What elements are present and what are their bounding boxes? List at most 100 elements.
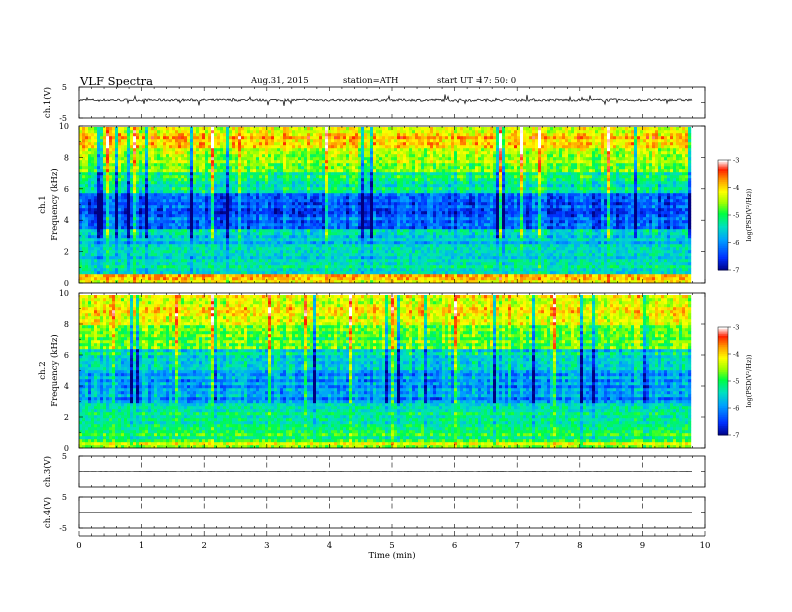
spectrogram-cell — [121, 250, 125, 254]
spectrogram-cell — [529, 250, 533, 254]
spectrogram-cell — [139, 214, 143, 218]
spectrogram-cell — [325, 259, 329, 263]
spectrogram-cell — [472, 238, 476, 242]
spectrogram-cell — [565, 247, 569, 251]
spectrogram-cell — [340, 256, 344, 260]
spectrogram-cell — [289, 244, 293, 248]
spectrogram-cell — [544, 232, 548, 236]
spectrogram-cell — [199, 223, 203, 227]
spectrogram-cell — [625, 274, 629, 278]
spectrogram-cell — [619, 220, 623, 224]
spectrogram-cell — [97, 241, 101, 245]
spectrogram-cell — [271, 280, 275, 284]
spectrogram-cell — [268, 253, 272, 257]
spectrogram-cell — [574, 268, 578, 272]
spectrogram-cell — [607, 247, 611, 251]
spectrogram-cell — [325, 220, 329, 224]
spectrogram-cell — [601, 247, 605, 251]
spectrogram-cell — [466, 256, 470, 260]
spectrogram-cell — [148, 241, 152, 245]
spectrogram-cell — [211, 247, 215, 251]
spectrogram-cell — [85, 265, 89, 269]
spectrogram-cell — [409, 265, 413, 269]
spectrogram-cell — [565, 220, 569, 224]
spectrogram-cell — [451, 235, 455, 239]
spectrogram-cell — [625, 241, 629, 245]
spectrogram-cell — [190, 226, 194, 230]
spectrogram-cell — [199, 220, 203, 224]
spectrogram-cell — [646, 241, 650, 245]
spectrogram-cell — [133, 262, 137, 266]
spectrogram-cell — [151, 217, 155, 221]
spectrogram-cell — [424, 211, 428, 215]
spectrogram-cell — [145, 253, 149, 257]
spectrogram-cell — [493, 235, 497, 239]
spectrogram-cell — [370, 238, 374, 242]
spectrogram-cell — [151, 241, 155, 245]
spectrogram-cell — [667, 238, 671, 242]
spectrogram-cell — [559, 259, 563, 263]
spectrogram-cell — [124, 217, 128, 221]
spectrogram-cell — [346, 217, 350, 221]
spectrogram-cell — [202, 277, 206, 281]
spectrogram-cell — [460, 259, 464, 263]
spectrogram-cell — [157, 217, 161, 221]
spectrogram-cell — [484, 262, 488, 266]
spectrogram-cell — [217, 232, 221, 236]
spectrogram-cell — [133, 220, 137, 224]
spectrogram-cell — [655, 271, 659, 275]
spectrogram-cell — [205, 220, 209, 224]
spectrogram-cell — [604, 274, 608, 278]
spectrogram-cell — [373, 241, 377, 245]
spectrogram-cell — [487, 268, 491, 272]
spectrogram-cell — [145, 229, 149, 233]
spectrogram-cell — [598, 274, 602, 278]
spectrogram-cell — [427, 262, 431, 266]
spectrogram-cell — [148, 271, 152, 275]
spectrogram-cell — [493, 247, 497, 251]
spectrogram-cell — [574, 220, 578, 224]
spectrogram-cell — [313, 277, 317, 281]
spectrogram-cell — [193, 268, 197, 272]
spectrogram-cell — [451, 220, 455, 224]
spectrogram-cell — [589, 214, 593, 218]
spectrogram-cell — [547, 223, 551, 227]
spectrogram-cell — [202, 211, 206, 215]
spectrogram-cell — [427, 274, 431, 278]
spectrogram-cell — [475, 232, 479, 236]
spectrogram-cell — [562, 262, 566, 266]
spectrogram-cell — [406, 220, 410, 224]
spectrogram-cell — [625, 226, 629, 230]
spectrogram-cell — [163, 220, 167, 224]
spectrogram-cell — [319, 238, 323, 242]
spectrogram-cell — [454, 244, 458, 248]
spectrogram-cell — [391, 268, 395, 272]
spectrogram-cell — [235, 268, 239, 272]
spectrogram-cell — [298, 277, 302, 281]
spectrogram-cell — [637, 238, 641, 242]
spectrogram-cell — [451, 280, 455, 284]
spectrogram-cell — [628, 262, 632, 266]
spectrogram-cell — [238, 223, 242, 227]
spectrogram-cell — [376, 259, 380, 263]
spectrogram-cell — [358, 277, 362, 281]
spectrogram-cell — [88, 214, 92, 218]
spectrogram-cell — [502, 214, 506, 218]
spectrogram-cell — [262, 235, 266, 239]
spectrogram-cell — [295, 277, 299, 281]
spectrogram-cell — [658, 274, 662, 278]
spectrogram-cell — [121, 274, 125, 278]
spectrogram-cell — [568, 271, 572, 275]
spectrogram-cell — [427, 211, 431, 215]
spectrogram-cell — [664, 271, 668, 275]
spectrogram-cell — [430, 247, 434, 251]
spectrogram-cell — [595, 244, 599, 248]
spectrogram-cell — [514, 220, 518, 224]
spectrogram-cell — [88, 274, 92, 278]
spectrogram-cell — [661, 256, 665, 260]
spectrogram-cell — [181, 217, 185, 221]
spectrogram-cell — [490, 247, 494, 251]
spectrogram-cell — [436, 226, 440, 230]
spectrogram-cell — [292, 223, 296, 227]
spectrogram-cell — [187, 250, 191, 254]
